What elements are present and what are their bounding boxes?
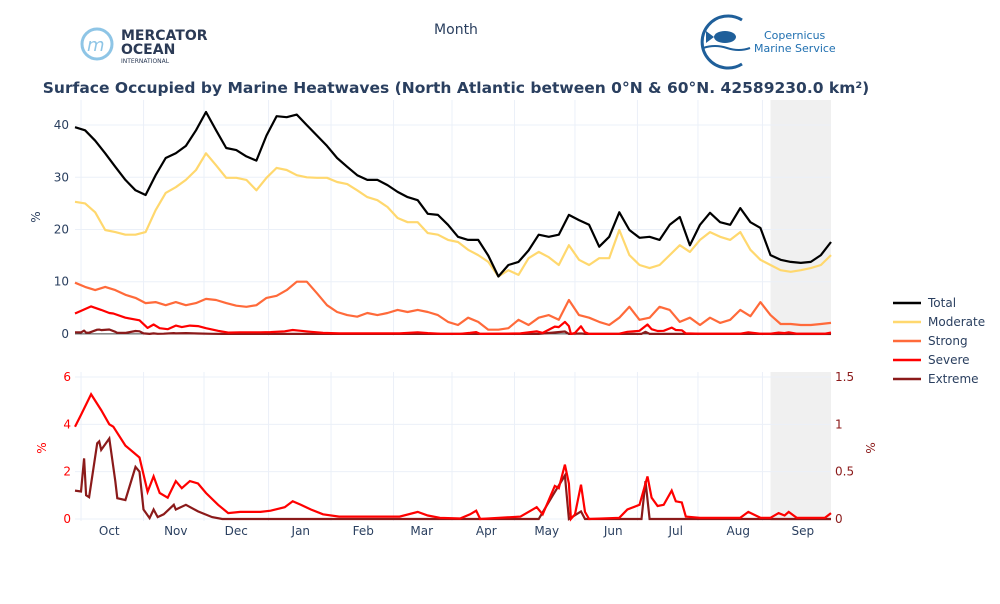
- svg-text:m: m: [87, 35, 105, 56]
- y-right-tick-label: 0: [835, 512, 843, 526]
- forecast-shade-top: [770, 100, 831, 336]
- y-right-tick-label: 1.5: [835, 370, 854, 384]
- legend-label-moderate: Moderate: [928, 315, 985, 329]
- legend: Total Moderate Strong Severe Extreme: [893, 296, 985, 386]
- y-tick-label: 40: [54, 118, 69, 132]
- y-axis-title-bottom-left: %: [35, 442, 49, 453]
- logo-mercator-line2: OCEAN: [121, 42, 175, 58]
- y-tick-label: 30: [54, 170, 69, 184]
- x-axis-title: Month: [434, 22, 478, 38]
- y-left-tick-label: 4: [63, 417, 71, 431]
- copernicus-marine-logo: Copernicus Marine Service: [700, 14, 836, 70]
- logo-copernicus-line1: Copernicus: [764, 29, 826, 42]
- x-tick-label: Nov: [164, 524, 187, 538]
- x-tick-label: Jun: [603, 524, 623, 538]
- x-tick-label: May: [534, 524, 559, 538]
- legend-label-strong: Strong: [928, 334, 968, 348]
- y-right-tick-label: 0.5: [835, 465, 854, 479]
- y-left-tick-label: 0: [63, 512, 71, 526]
- series-line-moderate: [74, 152, 832, 278]
- logo-copernicus-line2: Marine Service: [754, 42, 836, 55]
- y-axis-title-bottom-right: %: [863, 442, 877, 453]
- x-tick-label: Jul: [668, 524, 683, 538]
- y-left-tick-label: 6: [63, 370, 71, 384]
- x-tick-label: Mar: [410, 524, 433, 538]
- legend-label-severe: Severe: [928, 353, 970, 367]
- chart-title: Surface Occupied by Marine Heatwaves (No…: [43, 79, 869, 97]
- y-left-tick-label: 2: [63, 465, 71, 479]
- series-line-severe-bottom: [74, 392, 832, 522]
- legend-label-total: Total: [927, 296, 956, 310]
- mercator-ocean-logo: m MERCATOR OCEAN INTERNATIONAL: [80, 27, 208, 65]
- series-line-severe: [74, 305, 832, 335]
- logo-mercator-line1: MERCATOR: [121, 28, 208, 44]
- y-tick-label: 0: [61, 327, 69, 341]
- x-tick-label: Sep: [791, 524, 814, 538]
- x-tick-label: Apr: [476, 524, 497, 538]
- x-tick-label: Aug: [727, 524, 750, 538]
- series-line-strong: [74, 280, 832, 331]
- x-tick-label: Dec: [225, 524, 248, 538]
- x-tick-label: Feb: [353, 524, 374, 538]
- x-tick-label: Oct: [99, 524, 120, 538]
- series-line-total: [74, 110, 832, 278]
- legend-label-extreme: Extreme: [928, 372, 979, 386]
- y-tick-label: 20: [54, 222, 69, 236]
- y-right-tick-label: 1: [835, 417, 843, 431]
- logo-mercator-line3: INTERNATIONAL: [121, 58, 170, 65]
- y-axis-title-top: %: [29, 211, 43, 222]
- series-line-extreme-bottom: [74, 435, 831, 521]
- y-tick-label: 10: [54, 275, 69, 289]
- x-tick-label: Jan: [291, 524, 311, 538]
- forecast-shade-bottom: [770, 372, 831, 521]
